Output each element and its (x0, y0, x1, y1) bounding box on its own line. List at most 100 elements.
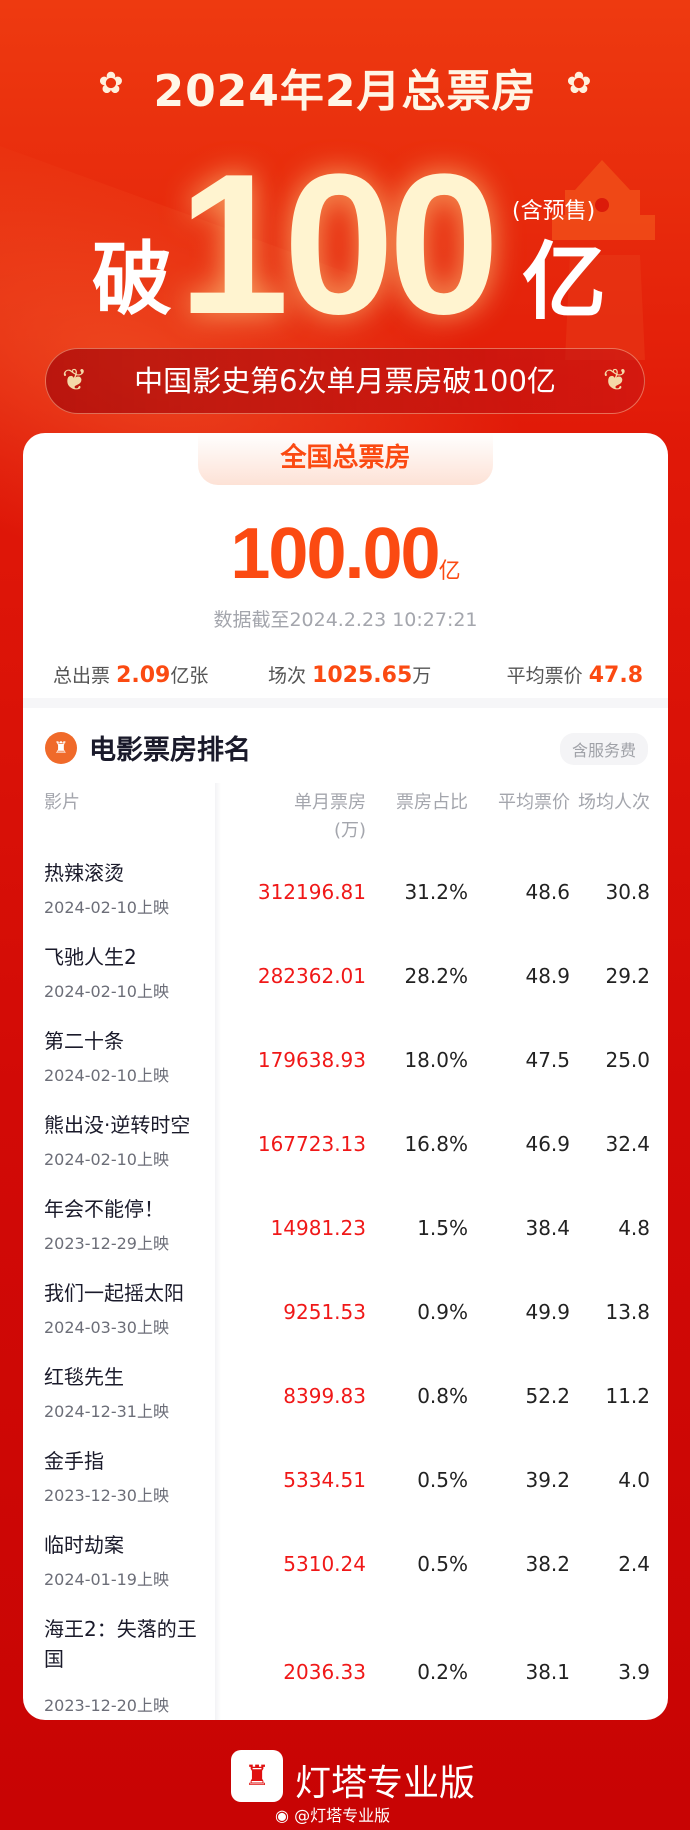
laurel-icon: ❦ (62, 363, 88, 398)
film-title: 年会不能停！ (44, 1197, 164, 1221)
per-show-value: 2.4 (618, 1552, 650, 1576)
film-title: 海王2：失落的王国 (44, 1617, 197, 1671)
col-per-show: 场均人次 (578, 792, 650, 813)
national-box-office-tab: 全国总票房 (198, 433, 493, 485)
film-title: 热辣滚烫 (44, 861, 124, 885)
table-row[interactable]: 红毯先生 2024-12-31上映 8399.83 0.8% 52.2 11.2 (23, 1362, 668, 1446)
box-office-value: 14981.23 (270, 1216, 366, 1240)
ranking-title: 电影票房排名 (89, 735, 251, 766)
brand-name: 灯塔专业版 (295, 1763, 476, 1804)
avg-price-value: 48.6 (525, 880, 570, 904)
table-row[interactable]: 临时劫案 2024-01-19上映 5310.24 0.5% 38.2 2.4 (23, 1530, 668, 1614)
total-value: 100.00 (230, 514, 440, 594)
avg-price-stat: 平均票价 47.8 (506, 663, 643, 688)
release-date: 2024-02-10上映 (44, 1150, 169, 1169)
release-date: 2024-02-10上映 (44, 982, 169, 1001)
lighthouse-logo-icon: ♜ (45, 731, 77, 764)
table-row[interactable]: 海王2：失落的王国 2023-12-20上映 2036.33 0.2% 38.1 3.9 (23, 1614, 668, 1715)
release-date: 2023-12-29上映 (44, 1234, 169, 1253)
headline-amount: 100 (178, 133, 500, 356)
avg-price-value: 38.4 (525, 1216, 570, 1240)
tickets-stat: 总出票 2.09亿张 (53, 663, 209, 688)
film-title: 红毯先生 (44, 1365, 124, 1389)
col-box-office-unit: (万) (333, 820, 366, 841)
column-divider (215, 783, 221, 1720)
shows-stat: 场次 1025.65万 (268, 663, 432, 688)
per-show-value: 4.0 (618, 1468, 650, 1492)
release-date: 2024-02-10上映 (44, 898, 169, 917)
page-title: 2024年2月总票房 (153, 66, 537, 117)
table-row[interactable]: 金手指 2023-12-30上映 5334.51 0.5% 39.2 4.0 (23, 1446, 668, 1530)
col-share: 票房占比 (396, 792, 468, 813)
table-row[interactable]: 熊出没·逆转时空 2024-02-10上映 167723.13 16.8% 46.9 32… (23, 1110, 668, 1194)
film-title: 第二十条 (44, 1029, 124, 1053)
share-value: 31.2% (404, 880, 468, 904)
avg-price-value: 38.1 (525, 1660, 570, 1684)
box-office-value: 312196.81 (257, 880, 366, 904)
avg-price-value: 46.9 (525, 1132, 570, 1156)
per-show-value: 13.8 (605, 1300, 650, 1324)
film-title: 临时劫案 (44, 1533, 124, 1557)
release-date: 2023-12-30上映 (44, 1486, 169, 1505)
box-office-value: 179638.93 (257, 1048, 366, 1072)
lighthouse-app-logo: ♜ (231, 1750, 283, 1802)
box-office-value: 9251.53 (283, 1300, 366, 1324)
presale-note: (含预售) (512, 199, 596, 224)
release-date: 2024-03-30上映 (44, 1318, 169, 1337)
flower-ornament-icon: ✿ (566, 66, 592, 101)
table-row[interactable]: 年会不能停！ 2023-12-29上映 14981.23 1.5% 38.4 4.8 (23, 1194, 668, 1278)
lighthouse-icon (552, 160, 655, 360)
per-show-value: 11.2 (605, 1384, 650, 1408)
film-title: 熊出没·逆转时空 (44, 1113, 191, 1137)
total-box-office: 100.00亿 (23, 513, 668, 595)
avg-price-value: 49.9 (525, 1300, 570, 1324)
break-label: 破 (92, 233, 172, 326)
per-show-value: 3.9 (618, 1660, 650, 1684)
ranking-header: ♜ 电影票房排名 (45, 728, 251, 767)
laurel-icon: ❦ (602, 363, 628, 398)
avg-price-value: 39.2 (525, 1468, 570, 1492)
share-value: 1.5% (417, 1216, 468, 1240)
avg-price-value: 47.5 (525, 1048, 570, 1072)
film-title: 飞驰人生2 (44, 945, 137, 969)
table-row[interactable]: 我们一起摇太阳 2024-03-30上映 9251.53 0.9% 49.9 13.8 (23, 1278, 668, 1362)
share-value: 28.2% (404, 964, 468, 988)
flower-ornament-icon: ✿ (98, 66, 124, 101)
share-value: 18.0% (404, 1048, 468, 1072)
share-value: 16.8% (404, 1132, 468, 1156)
share-value: 0.2% (417, 1660, 468, 1684)
avg-price-value: 38.2 (525, 1552, 570, 1576)
per-show-value: 32.4 (605, 1132, 650, 1156)
table-row[interactable]: 飞驰人生2 2024-02-10上映 282362.01 28.2% 48.9 29.2 (23, 942, 668, 1026)
share-value: 0.5% (417, 1552, 468, 1576)
table-row[interactable]: 第二十条 2024-02-10上映 179638.93 18.0% 47.5 25.0 (23, 1026, 668, 1110)
col-box-office: 单月票房 (294, 792, 366, 813)
weibo-handle: ◉ @灯塔专业版 (275, 1806, 391, 1825)
release-date: 2024-12-31上映 (44, 1402, 169, 1421)
col-film: 影片 (44, 792, 80, 813)
avg-price-value: 52.2 (525, 1384, 570, 1408)
table-row[interactable]: 热辣滚烫 2024-02-10上映 312196.81 31.2% 48.6 30.8 (23, 858, 668, 942)
per-show-value: 30.8 (605, 880, 650, 904)
box-office-value: 8399.83 (283, 1384, 366, 1408)
milestone-banner: ❦ 中国影史第6次单月票房破100亿 ❦ (45, 348, 645, 414)
box-office-card: 全国总票房 100.00亿 数据截至2024.2.23 10:27:21 总出票… (23, 433, 668, 1720)
per-show-value: 25.0 (605, 1048, 650, 1072)
share-value: 0.8% (417, 1384, 468, 1408)
film-title: 我们一起摇太阳 (44, 1281, 184, 1305)
box-office-value: 5334.51 (283, 1468, 366, 1492)
release-date: 2023-12-20上映 (44, 1696, 169, 1715)
box-office-value: 2036.33 (283, 1660, 366, 1684)
avg-price-value: 48.9 (525, 964, 570, 988)
weibo-icon: ◉ (275, 1806, 289, 1825)
section-divider (23, 698, 668, 708)
total-unit: 亿 (438, 559, 461, 584)
share-value: 0.9% (417, 1300, 468, 1324)
box-office-value: 5310.24 (283, 1552, 366, 1576)
headline-unit: 亿 (522, 233, 607, 331)
per-show-value: 29.2 (605, 964, 650, 988)
box-office-value: 282362.01 (257, 964, 366, 988)
data-timestamp: 数据截至2024.2.23 10:27:21 (213, 609, 478, 631)
milestone-text: 中国影史第6次单月票房破100亿 (134, 364, 556, 398)
box-office-value: 167723.13 (257, 1132, 366, 1156)
